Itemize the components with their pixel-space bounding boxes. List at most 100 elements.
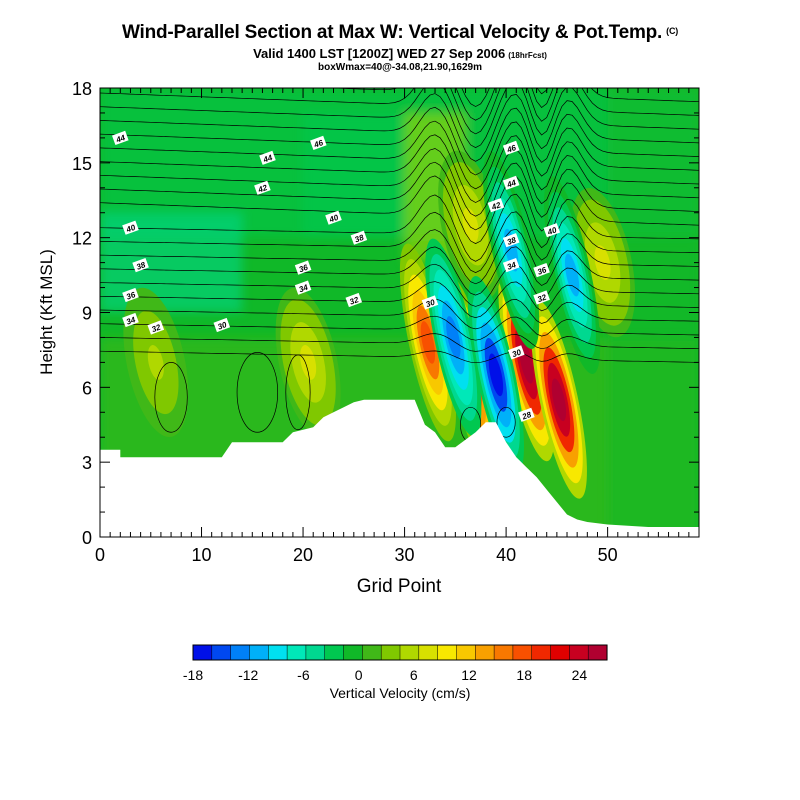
isentrope-line — [100, 281, 699, 318]
isentrope-line — [100, 211, 699, 273]
y-tick-label: 3 — [82, 453, 92, 473]
colorbar-swatch — [531, 644, 552, 661]
chart-title-text: Wind-Parallel Section at Max W: Vertical… — [121, 22, 663, 43]
terrain-mask — [100, 399, 699, 537]
colorbar-swatch — [362, 644, 382, 661]
x-tick-label: 50 — [598, 545, 618, 565]
isentrope-line — [324, 88, 699, 121]
x-tick-label: 10 — [192, 545, 212, 565]
colorbar-tick-label: 6 — [410, 667, 418, 683]
contour-label-box — [122, 287, 139, 303]
contour-label-box — [147, 320, 165, 335]
contour-label-text: 42 — [256, 183, 269, 195]
contour-label-text: 34 — [506, 260, 518, 272]
contour-label: 32 — [147, 320, 165, 335]
contour-label-text: 40 — [124, 223, 137, 235]
contour-label-text: 40 — [327, 213, 340, 225]
contour-label-text: 36 — [125, 290, 137, 302]
y-axis-label: Height (Kft MSL) — [37, 249, 56, 375]
colorbar-swatch — [550, 644, 570, 661]
contour-label-box — [502, 140, 520, 155]
colorbar-tick-label: 24 — [572, 667, 588, 683]
x-tick-label: 20 — [293, 545, 313, 565]
x-tick-label: 30 — [395, 545, 415, 565]
colorbar-swatch — [286, 644, 307, 661]
colorbar-swatch — [437, 644, 458, 661]
downdraft-core-ring — [564, 253, 580, 297]
contour-label-text: 30 — [425, 298, 437, 310]
colorbar-swatch — [324, 644, 345, 661]
chart-title: Wind-Parallel Section at Max W: Vertical… — [0, 22, 800, 44]
contour-label-box — [213, 317, 231, 333]
isentrope-line — [100, 350, 699, 364]
contour-label-box — [350, 230, 368, 245]
y-tick-label: 12 — [72, 229, 92, 249]
colorbar-swatch — [569, 644, 589, 661]
contour-label-text: 42 — [490, 200, 503, 212]
colorbar-swatch — [192, 644, 213, 661]
closed-contour — [496, 406, 516, 438]
contour-label-text: 36 — [298, 263, 310, 275]
contour-label-text: 34 — [298, 283, 310, 295]
x-tick-label: 40 — [496, 545, 516, 565]
colorbar-label: Vertical Velocity (cm/s) — [330, 685, 471, 701]
contour-label-text: 44 — [505, 178, 518, 190]
isentrope-line — [100, 148, 699, 217]
contour-label: 32 — [533, 290, 550, 305]
isentrope-line — [100, 134, 699, 203]
isentrope-line — [100, 88, 699, 135]
chart-subtitle-tag: (18hrFcst) — [508, 51, 547, 60]
closed-contour — [154, 362, 188, 433]
contour-label-text: 38 — [135, 260, 147, 272]
downdraft-core-ring — [446, 316, 461, 359]
colorbar-swatch — [305, 644, 326, 661]
colorbar-swatch — [512, 644, 533, 661]
updraft-core-ring — [300, 345, 317, 380]
contour-label-text: 32 — [150, 323, 162, 335]
updraft-core-6 — [275, 287, 341, 437]
contour-label-text: 32 — [536, 293, 548, 305]
contour-label-text: 32 — [348, 295, 360, 307]
colorbar-frame — [192, 644, 608, 661]
colorbar-swatch — [380, 644, 401, 661]
colorbar-swatch — [249, 644, 269, 661]
potential-temperature-contours — [100, 88, 699, 443]
contour-label-text: 28 — [520, 410, 533, 422]
contour-label: 30 — [508, 345, 525, 360]
contour-label-text: 30 — [216, 320, 228, 332]
field-band-3 — [303, 112, 405, 238]
contour-label-box — [132, 258, 149, 273]
chart-subtitle: Valid 1400 LST [1200Z] WED 27 Sep 2006 (1… — [0, 46, 800, 61]
contour-label: 38 — [350, 230, 368, 245]
contour-label-box — [294, 260, 312, 275]
colorbar-swatch — [587, 644, 608, 661]
isentrope-line — [100, 106, 699, 176]
contour-label: 38 — [132, 258, 149, 273]
contour-label-box — [508, 345, 525, 360]
contour-label: 40 — [122, 220, 139, 235]
contour-label-box — [310, 135, 327, 150]
colorbar-swatch — [475, 644, 495, 661]
contour-label: 42 — [487, 198, 505, 213]
isentrope-line — [100, 120, 699, 190]
isentrope-line — [100, 298, 699, 330]
contour-label-box — [259, 150, 276, 165]
contour-label: 46 — [502, 140, 520, 155]
colorbar-swatch — [418, 644, 439, 661]
contour-label-text: 34 — [125, 315, 137, 327]
contour-label-box — [487, 198, 505, 213]
updraft-core-ring — [551, 378, 567, 422]
closed-contour — [236, 352, 279, 433]
contour-label: 34 — [294, 280, 312, 295]
closed-contour — [285, 354, 311, 431]
contour-label: 28 — [518, 407, 535, 422]
contour-label-text: 44 — [261, 153, 274, 165]
contour-label-text: 40 — [545, 225, 558, 237]
colorbar-swatch — [456, 644, 476, 661]
isentrope-line — [100, 315, 699, 341]
contour-label-box — [421, 295, 439, 310]
y-tick-label: 18 — [72, 79, 92, 99]
contour-label-box — [294, 280, 312, 295]
